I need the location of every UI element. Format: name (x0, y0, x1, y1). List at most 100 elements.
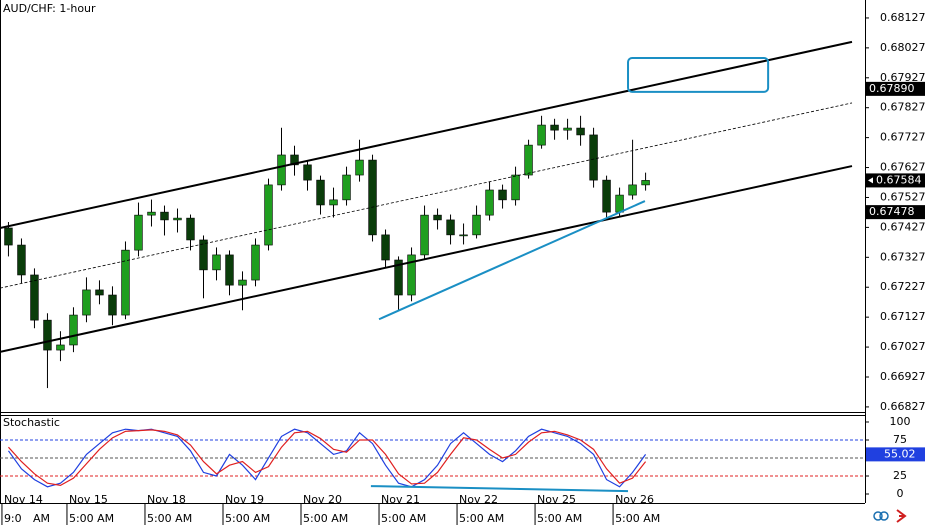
candle-body (108, 294, 117, 316)
trend-line (0, 40, 853, 229)
candle-body (251, 244, 260, 281)
candle-body (628, 184, 637, 196)
candle-body (589, 134, 598, 181)
candle-body (121, 249, 130, 316)
current-price-label: 0.67584 (876, 173, 922, 186)
candle-body (563, 127, 572, 131)
candle-body (134, 214, 143, 251)
candle-body (17, 244, 26, 276)
y-tick-label: 0.67827 (880, 101, 925, 114)
candle-body (329, 199, 338, 206)
x-tick-label: 5:00 AM (537, 512, 582, 525)
y-tick-label: 0.66927 (880, 370, 925, 383)
x-tick-label: 5:00 AM (615, 512, 660, 525)
candle-body (4, 227, 13, 246)
candle-body (381, 234, 390, 261)
candle-body (602, 179, 611, 213)
x-tick-label: AM (33, 512, 50, 525)
x-tick-label: Nov 15 (69, 493, 108, 506)
candle-body (82, 289, 91, 316)
candle-body (30, 274, 39, 321)
candle-body (160, 211, 169, 221)
candle-body (147, 211, 156, 216)
x-tick-label: 5:00 AM (147, 512, 192, 525)
current-price-arrow (868, 177, 873, 184)
candle-body (238, 279, 247, 286)
highlight-box (627, 57, 770, 93)
chart-title: AUD/CHF: 1-hour (3, 2, 96, 15)
x-tick-label: 9:0 (4, 512, 22, 525)
link-icon[interactable] (873, 511, 883, 521)
x-tick-label: Nov 22 (459, 493, 498, 506)
candle-body (173, 217, 182, 221)
candle-body (225, 254, 234, 286)
candle-body (420, 214, 429, 256)
price-marker (866, 205, 925, 220)
arrow-icon[interactable] (896, 509, 907, 523)
y-tick-label: 0.67527 (880, 190, 925, 203)
candle-body (212, 254, 221, 271)
y-tick-label: 0.67627 (880, 161, 925, 174)
price-marker (866, 81, 925, 96)
candle-body (316, 179, 325, 206)
candle-body (56, 344, 65, 351)
x-tick-label: Nov 14 (4, 493, 43, 506)
candle-body (550, 124, 559, 131)
candle-body (43, 319, 52, 351)
candle-body (537, 124, 546, 146)
trend-line (370, 485, 629, 493)
y-tick-label: 0.68027 (880, 41, 925, 54)
x-tick-label: 5:00 AM (303, 512, 348, 525)
candle-body (511, 174, 520, 201)
candle-body (186, 217, 195, 241)
y-tick-label: 0.67227 (880, 280, 925, 293)
x-tick-label: 5:00 AM (459, 512, 504, 525)
y-tick-label: 0.68127 (880, 11, 925, 24)
x-tick-label: Nov 21 (381, 493, 420, 506)
current-value-marker (866, 447, 925, 462)
series-line (8, 429, 647, 486)
price-marker-label: 0.67478 (869, 205, 915, 218)
x-tick-label: 5:00 AM (381, 512, 426, 525)
y-tick-label: 75 (893, 433, 907, 446)
y-tick-label: 0.67427 (880, 220, 925, 233)
candle-body (576, 127, 585, 136)
y-tick-label: 0.66827 (880, 400, 925, 413)
x-tick-label: Nov 26 (615, 493, 654, 506)
series-line (7, 428, 647, 488)
x-tick-label: Nov 19 (225, 493, 264, 506)
candle-body (407, 254, 416, 296)
candle-body (394, 259, 403, 296)
candle-body (277, 154, 286, 186)
y-tick-label: 25 (893, 469, 907, 482)
candle-body (472, 214, 481, 236)
candle-body (485, 189, 494, 216)
toolbar-icons[interactable] (873, 509, 907, 523)
candle-body (368, 159, 377, 236)
trend-line (378, 200, 646, 321)
candle-body (95, 289, 104, 296)
y-tick-label: 0.67027 (880, 340, 925, 353)
candle-body (615, 194, 624, 213)
candle-body (199, 239, 208, 271)
candle-body (498, 189, 507, 201)
y-tick-label: 0.67127 (880, 310, 925, 323)
candle-body (355, 159, 364, 176)
candle-body (446, 219, 455, 236)
candle-body (342, 174, 351, 201)
y-tick-label: 0.67927 (880, 71, 925, 84)
candle-body (290, 154, 299, 166)
link-icon[interactable] (879, 511, 889, 521)
candle-body (433, 214, 442, 221)
candle-body (303, 164, 312, 181)
current-price-marker (866, 173, 925, 188)
y-tick-label: 0.67327 (880, 250, 925, 263)
x-tick-label: 5:00 AM (69, 512, 114, 525)
candle-body (459, 234, 468, 237)
candle-body (524, 144, 533, 176)
y-tick-label: 0 (897, 487, 904, 500)
x-tick-label: 5:00 AM (225, 512, 270, 525)
y-tick-label: 0.67727 (880, 131, 925, 144)
